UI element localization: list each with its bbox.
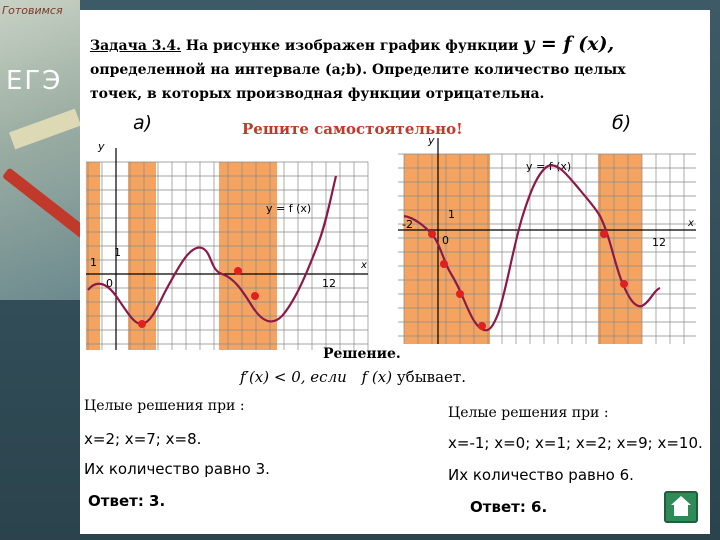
home-icon	[671, 496, 691, 505]
ege-logo: ЕГЭ	[6, 66, 63, 96]
condition-fx: f (x)	[361, 368, 393, 386]
shade-region	[86, 162, 100, 350]
shade-region	[219, 162, 277, 350]
marked-point	[138, 320, 146, 328]
tick-label-one: 1	[114, 246, 121, 259]
right-count: Их количество равно 6.	[448, 466, 634, 484]
y-axis-label: y	[97, 140, 105, 153]
ruler-image	[9, 108, 81, 150]
condition-right: убывает.	[396, 368, 466, 386]
condition-left: f′(x) < 0, если	[240, 368, 347, 386]
marked-point	[620, 280, 628, 288]
left-answer-value: : 3.	[137, 492, 166, 510]
function-curve	[87, 175, 338, 326]
marked-point	[428, 230, 436, 238]
marked-point	[456, 290, 464, 298]
x-axis-label: x	[360, 260, 367, 271]
brand-top-text: Готовимся	[2, 4, 63, 17]
graph-a-label: а)	[133, 112, 153, 134]
right-answer-value: : 6.	[519, 498, 548, 516]
solution-condition: f′(x) < 0, если f (x) убывает.	[240, 368, 466, 386]
tick-label-one: 1	[448, 208, 455, 221]
left-answers: x=2; x=7; x=8.	[84, 430, 202, 448]
x-axis-label: x	[687, 218, 694, 229]
left-count: Их количество равно 3.	[84, 460, 270, 478]
left-answer-label: Ответ	[88, 492, 138, 510]
tick-label-one-x: 1	[90, 256, 97, 269]
home-button[interactable]	[664, 491, 698, 523]
task-heading: Задача 3.4.	[90, 38, 181, 54]
marked-point	[478, 322, 486, 330]
task-line2: определенной на интервале (a;b). Определ…	[90, 62, 626, 102]
solution-title: Решение.	[323, 346, 401, 362]
y-axis-label: y	[427, 134, 435, 147]
left-answer: Ответ: 3.	[88, 492, 165, 510]
task-text: Задача 3.4. На рисунке изображен график …	[90, 32, 650, 106]
marked-point	[440, 260, 448, 268]
tick-label-12: 12	[322, 277, 336, 290]
right-answers: x=-1; x=0; x=1; x=2; x=9; x=10.	[448, 434, 703, 452]
graph-a: y x y = f (x) 1 1 0 12	[86, 140, 369, 350]
marked-point	[600, 230, 608, 238]
tick-label-neg2: -2	[402, 218, 413, 231]
shade-region	[404, 154, 490, 344]
grid	[398, 153, 696, 344]
graph-b-label: б)	[612, 112, 632, 134]
self-solve-text: Решите самостоятельно!	[242, 120, 463, 138]
right-answer: Ответ: 6.	[470, 498, 547, 516]
marked-point	[251, 292, 259, 300]
right-answer-label: Ответ	[470, 498, 520, 516]
tick-label-12: 12	[652, 236, 666, 249]
right-heading: Целые решения при :	[448, 405, 609, 421]
left-heading: Целые решения при :	[84, 398, 245, 414]
tick-label-zero: 0	[106, 277, 113, 290]
graph-b: y x y = f (x) 1 -2 0 12	[398, 134, 696, 344]
marked-point	[234, 267, 242, 275]
decorative-corner-art: Готовимся ЕГЭ	[0, 0, 97, 300]
shade-region	[598, 154, 642, 344]
task-line1: На рисунке изображен график функции	[181, 38, 524, 54]
function-label: y = f (x)	[266, 202, 311, 215]
home-icon-body	[674, 505, 688, 516]
task-function: y = f (x),	[523, 33, 615, 55]
tick-label-zero: 0	[442, 234, 449, 247]
